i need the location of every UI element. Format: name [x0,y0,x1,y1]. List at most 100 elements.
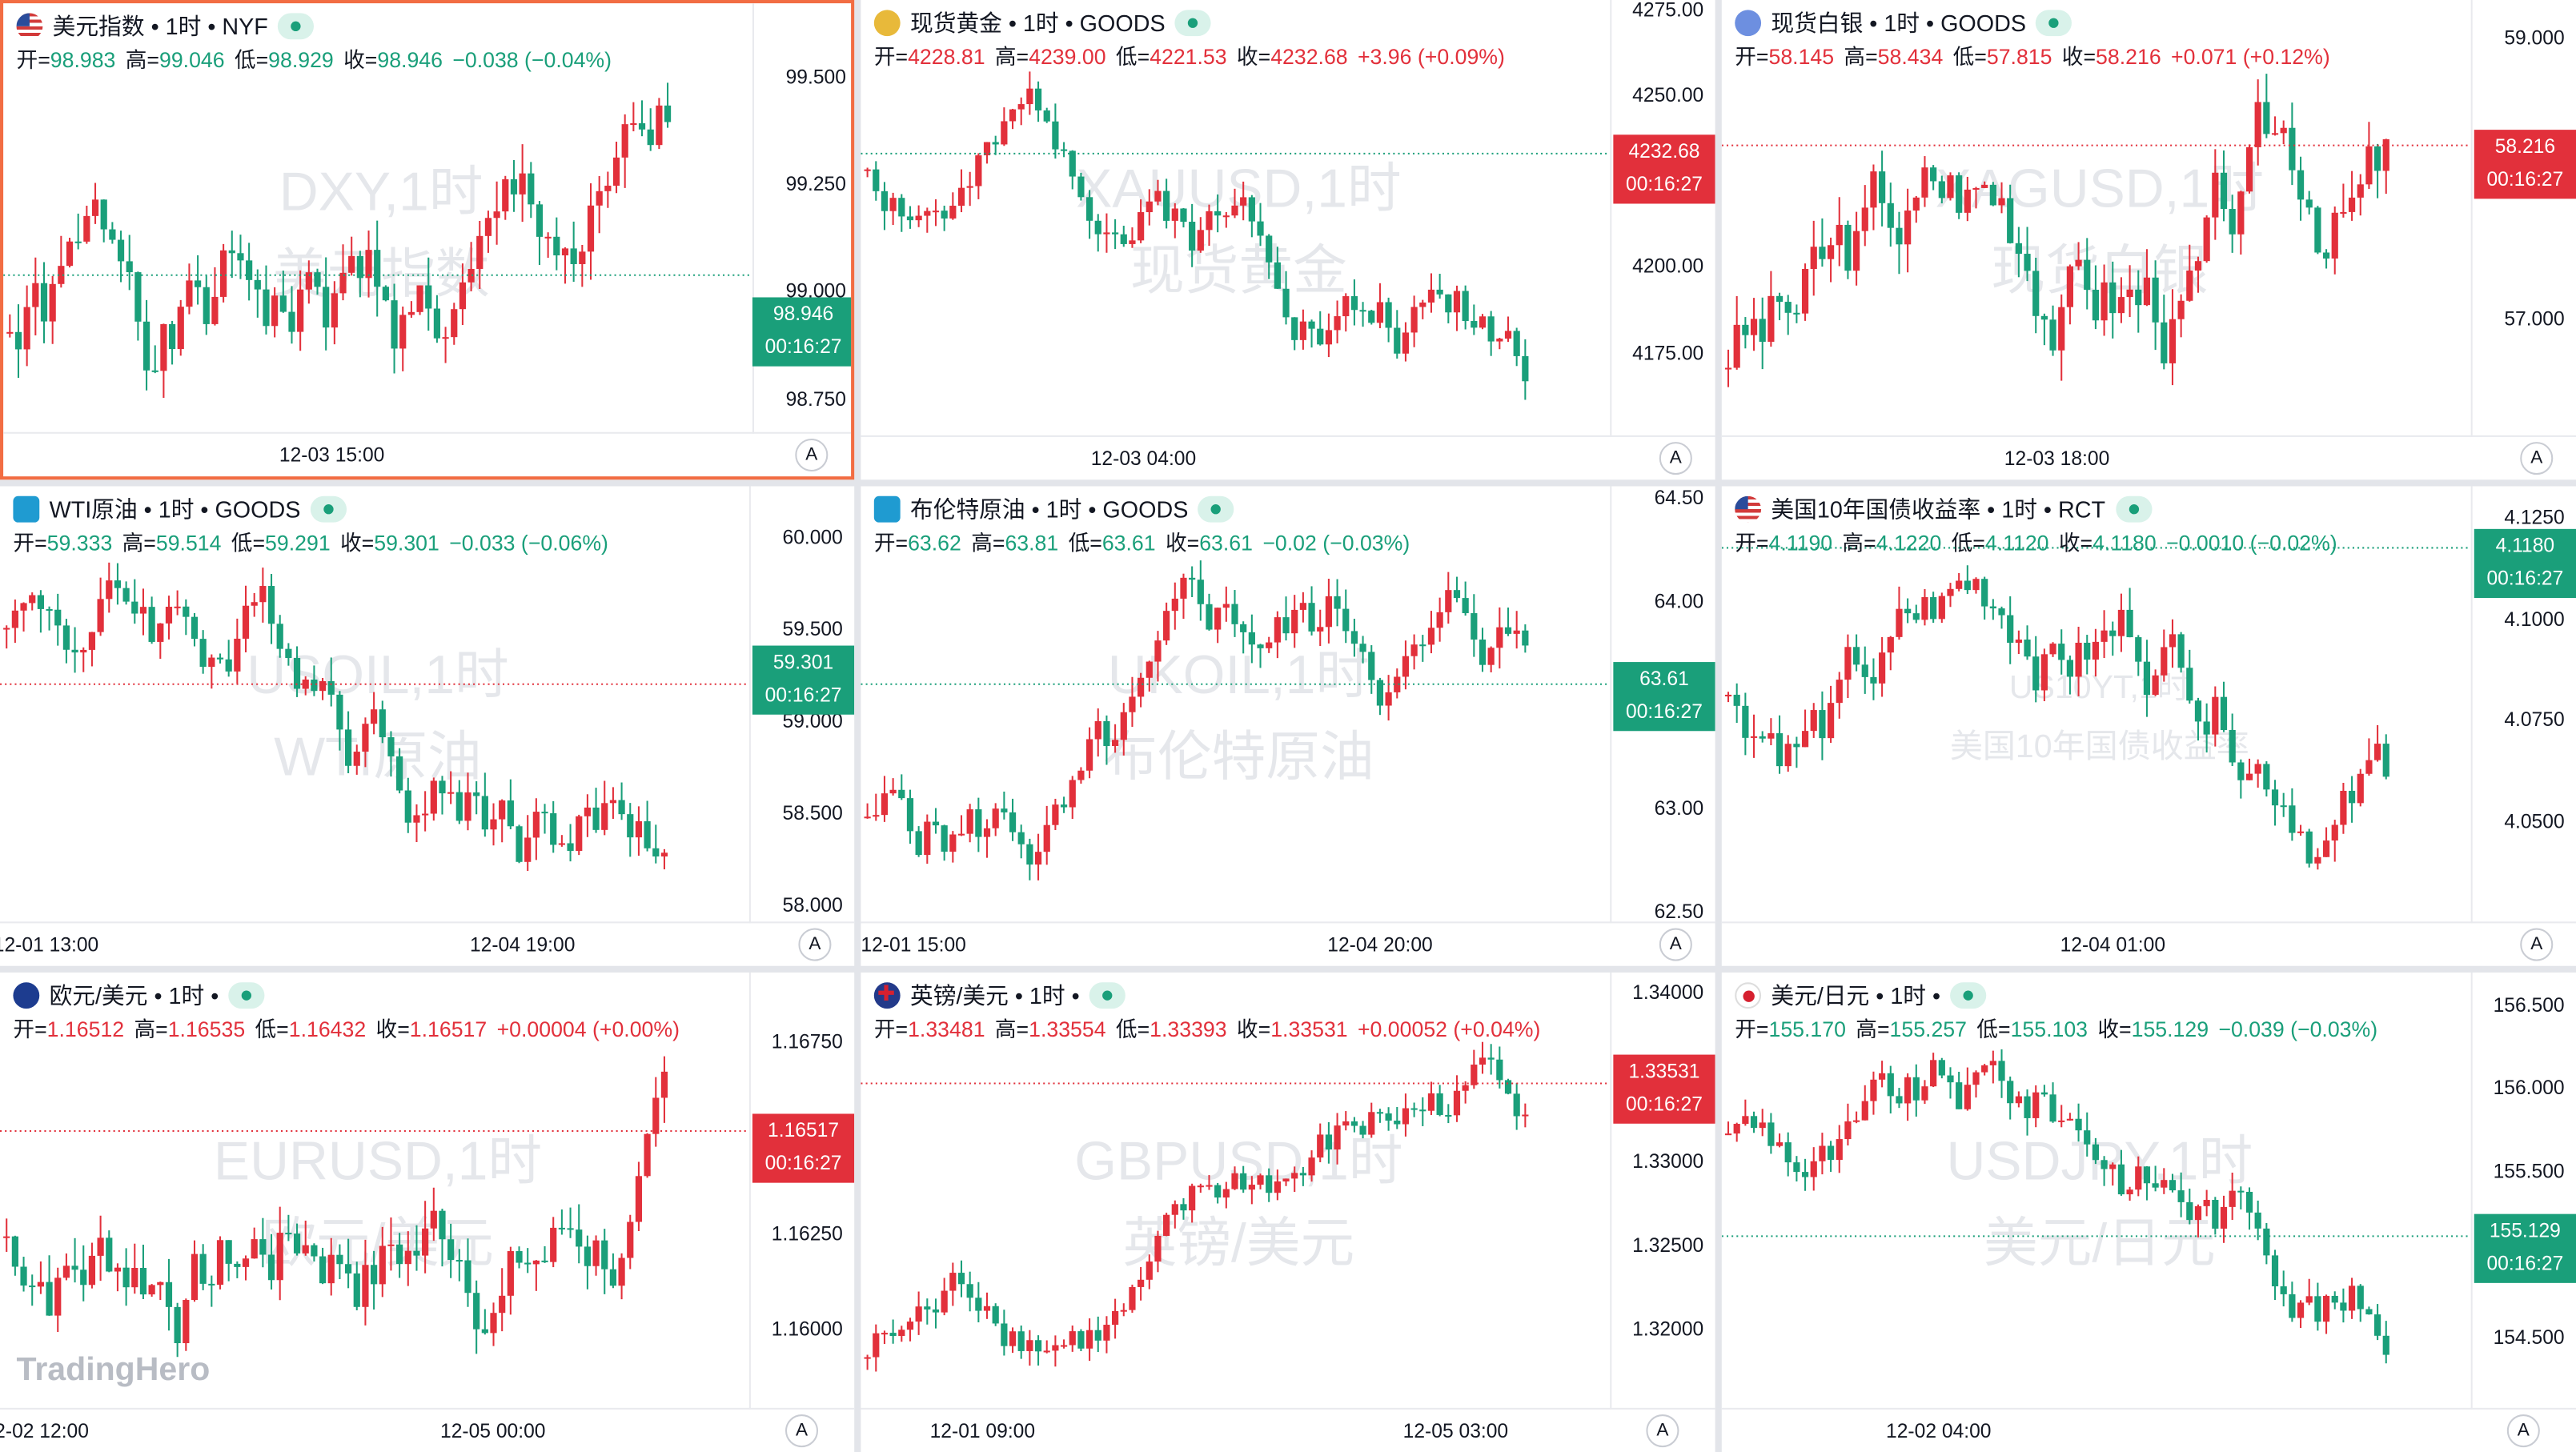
candle-body [2373,1314,2381,1336]
candle-body [1257,221,1264,236]
chart-panel-usdjpy[interactable]: 美元/日元 • 1时 • 开=155.170 高=155.257 低=155.103… [1721,972,2576,1452]
chart-panel-eurusd[interactable]: 欧元/美元 • 1时 • 开=1.16512 高=1.16535 低=1.16432… [0,972,855,1452]
candle-body [1171,1204,1178,1215]
candle-body [2237,762,2245,780]
chart-panel-us10y[interactable]: 美国10年国债收益率 • 1时 • RCT 开=4.1190 高=4.1220 低=… [1721,486,2576,966]
time-axis[interactable]: 12-03 18:00 A [1721,435,2576,479]
time-axis[interactable]: 12-03 15:00 A [3,431,852,476]
candle-body [881,793,889,816]
candlestick-series[interactable] [861,973,1611,1410]
candle-body [131,601,138,614]
candle-body [550,813,557,845]
symbol-header[interactable]: 美国10年国债收益率 • 1时 • RCT [1735,493,2152,526]
candle-body [148,1285,155,1295]
candle-body [1989,606,1996,609]
candlestick-series[interactable] [1721,0,2471,437]
candlestick-series[interactable] [861,0,1611,437]
price-tick: 154.500 [2493,1326,2565,1349]
candle-body [2135,1166,2142,1190]
auto-scale-button[interactable]: A [2520,442,2554,475]
chart-panel-dxy[interactable]: 美元指数 • 1时 • NYF 开=98.983 高=99.046 低=98.929… [0,0,855,480]
candle-body [430,780,437,814]
symbol-header[interactable]: 现货黄金 • 1时 • GOODS [873,6,1212,39]
candle-body [1359,310,1366,312]
auto-scale-button[interactable]: A [2506,1414,2540,1448]
candle-body [2305,1296,2313,1303]
time-axis[interactable]: 12-01 09:00 12-05 03:00 A [861,1407,1715,1452]
symbol-header[interactable]: 美元/日元 • 1时 • [1735,979,1987,1012]
candle-body [1972,187,1980,190]
price-axis[interactable]: 1.34000 1.33000 1.32500 1.32000 [1610,972,1715,1410]
symbol-header[interactable]: 英镑/美元 • 1时 • [873,979,1126,1012]
auto-scale-button[interactable]: A [2520,928,2554,961]
candle-body [476,235,484,269]
symbol-header[interactable]: WTI原油 • 1时 • GOODS [13,493,347,526]
candle-body [596,191,603,206]
candle-body [2075,259,2082,267]
price-axis[interactable]: 99.500 99.250 99.000 98.750 [752,3,851,434]
candle-body [1504,627,1512,634]
chart-panel-gbpusd[interactable]: 英镑/美元 • 1时 • 开=1.33481高=1.33554低=1.33393… [861,972,1715,1452]
candlestick-series[interactable] [3,3,752,440]
chart-panel-xauusd[interactable]: 现货黄金 • 1时 • GOODS 开=4228.81 高=4239.00 低=42… [861,0,1715,480]
auto-scale-button[interactable]: A [1659,442,1692,475]
candlestick-series[interactable] [1721,973,2471,1410]
candle-body [1240,1173,1247,1190]
candle-body [1138,677,1145,697]
symbol-title: 英镑/美元 • 1时 • [909,982,1080,1009]
watermark: EURUSD,1时 欧元/美元 [213,1129,543,1274]
candle-body [2314,856,2321,864]
time-axis[interactable]: 12-01 13:00 12-04 19:00 A [0,921,855,965]
price-tick: 4.0500 [2504,809,2565,833]
symbol-header[interactable]: 欧元/美元 • 1时 • [13,979,265,1012]
time-axis[interactable]: 12-03 04:00 A [861,435,1715,479]
candle-body [516,826,523,862]
candle-body [379,709,386,738]
candle-body [1085,197,1093,221]
candle-body [259,586,267,603]
candlestick-series[interactable] [0,486,749,923]
time-axis[interactable]: 12-04 01:00 A [1721,921,2576,965]
auto-scale-button[interactable]: A [795,438,829,472]
chart-panel-ukoil[interactable]: 布伦特原油 • 1时 • GOODS 开=63.62 高=63.81 低=63.61… [861,486,1715,966]
candle-body [1034,88,1042,110]
candle-body [199,1253,207,1284]
candle-body [2084,259,2091,291]
candle-body [966,1284,973,1298]
silver-icon [1735,10,1762,37]
candlestick-series[interactable] [1721,486,2471,923]
auto-scale-button[interactable]: A [1646,1414,1679,1448]
symbol-header[interactable]: 现货白银 • 1时 • GOODS [1735,6,2072,39]
time-axis[interactable]: 12-01 15:00 12-04 20:00 A [861,921,1715,965]
price-axis[interactable]: 1.16750 1.16250 1.16000 [748,972,854,1410]
candlestick-series[interactable] [0,973,749,1410]
price-axis[interactable]: 64.50 64.00 63.00 62.50 [1610,486,1715,924]
time-axis[interactable]: 12-02 12:00 12-05 00:00 A [0,1407,855,1452]
candle-body [413,1250,420,1256]
symbol-header[interactable]: 布伦特原油 • 1时 • GOODS [873,493,1234,526]
candle-body [353,1273,360,1307]
chart-panel-usoil[interactable]: WTI原油 • 1时 • GOODS 开=59.333 高=59.514 低=59.… [0,486,855,966]
candle-body [1342,1121,1350,1126]
price-axis[interactable]: 156.500 156.000 155.500 154.500 [2470,972,2576,1410]
candle-body [635,1176,643,1222]
price-axis[interactable]: 59.000 57.000 [2470,0,2576,437]
candle-body [1887,203,1894,228]
price-axis[interactable]: 4275.00 4250.00 4200.00 4175.00 [1610,0,1715,437]
auto-scale-button[interactable]: A [798,928,832,961]
price-axis[interactable]: 4.1250 4.1000 4.0750 4.0500 [2470,486,2576,924]
chart-panel-xagusd[interactable]: 现货白银 • 1时 • GOODS 开=58.145 高=58.434 低=57.8… [1721,0,2576,480]
symbol-header[interactable]: 美元指数 • 1时 • NYF [16,10,315,42]
last-price-label: 1.16517 00:16:27 [752,1113,855,1183]
candle-body [1017,832,1025,844]
candlestick-series[interactable] [861,486,1611,923]
candle-body [1206,211,1213,231]
candle-body [1248,197,1255,222]
candle-body [864,1357,871,1359]
time-axis[interactable]: 12-02 04:00 A [1721,1407,2576,1452]
auto-scale-button[interactable]: A [1659,928,1692,961]
candle-body [2135,289,2142,306]
candle-body [2101,1160,2108,1169]
candle-body [1998,198,2005,206]
auto-scale-button[interactable]: A [784,1414,819,1448]
